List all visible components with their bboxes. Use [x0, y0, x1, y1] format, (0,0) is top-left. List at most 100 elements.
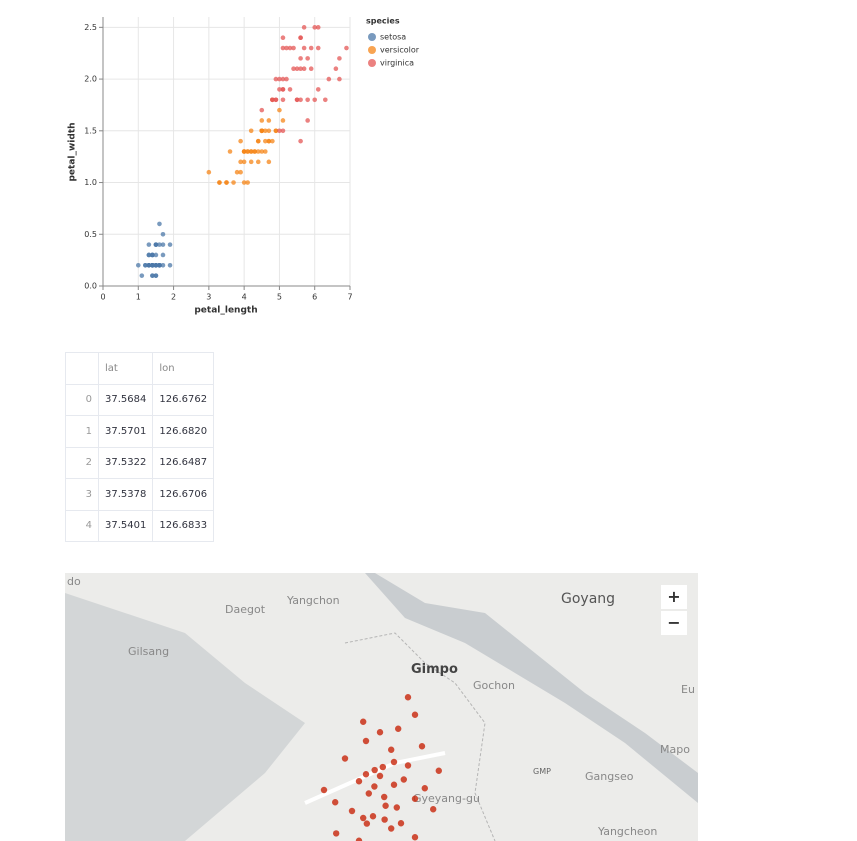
table-row: 2 37.5322 126.6487	[65, 446, 215, 479]
point	[150, 263, 155, 268]
point	[135, 263, 141, 268]
point	[298, 35, 303, 40]
point	[245, 149, 250, 154]
y-axis-title: petal_width	[68, 122, 78, 181]
legend-label: setosa	[380, 33, 406, 42]
legend-label: virginica	[380, 59, 414, 68]
point	[280, 87, 286, 92]
y-tick-label: 0.5	[84, 230, 97, 239]
point	[143, 263, 148, 268]
point	[298, 97, 303, 103]
point	[153, 273, 159, 278]
point	[252, 149, 258, 154]
map-label: Yangcheon	[597, 825, 657, 838]
legend-symbol	[368, 46, 376, 54]
point	[241, 149, 247, 154]
map-point	[381, 816, 388, 823]
point	[333, 66, 339, 72]
cell: 37.5701	[97, 415, 154, 448]
point	[291, 66, 296, 72]
point	[277, 107, 282, 113]
map-point	[397, 820, 405, 827]
cell: 126.6820	[152, 415, 215, 448]
map-label: Daegot	[225, 603, 266, 616]
point	[160, 231, 166, 237]
point	[167, 263, 173, 268]
point	[248, 128, 254, 134]
point	[315, 87, 321, 92]
point	[206, 169, 212, 175]
point	[294, 97, 300, 103]
point	[287, 87, 293, 92]
map-label: GMP	[533, 767, 551, 776]
map-label: Gilsang	[128, 645, 169, 658]
zoom-out-button[interactable]: −	[661, 611, 687, 635]
point	[248, 159, 254, 165]
point	[153, 252, 159, 258]
point	[150, 273, 155, 278]
legend-title: species	[366, 17, 400, 26]
map-canvas: do Daegot Yangchon Goyang Gilsang Gimpo Gochon…	[65, 573, 698, 841]
point	[255, 138, 261, 144]
x-tick-label: 5	[277, 293, 282, 302]
map-point	[362, 737, 370, 745]
map-point	[411, 795, 419, 802]
point	[160, 252, 166, 258]
map-label: Gimpo	[411, 662, 458, 677]
point	[167, 242, 173, 247]
border	[344, 632, 496, 841]
point	[263, 128, 268, 134]
point	[157, 263, 162, 268]
point	[266, 138, 272, 144]
map-point	[404, 694, 412, 701]
column-header: lon	[152, 352, 215, 385]
scatter-chart: petal_length petal_width 0.0 0.5 1.0 1.5 2.0…	[68, 17, 420, 316]
point	[315, 45, 321, 51]
map-point	[435, 767, 442, 774]
point	[277, 76, 282, 82]
map-label: Eu	[681, 683, 695, 696]
point	[312, 97, 318, 103]
header-row: lat lon	[65, 352, 215, 385]
column-header: lat	[97, 352, 154, 385]
y-tick-label: 1.0	[84, 178, 97, 187]
map-point	[411, 834, 419, 841]
x-tick-label: 2	[171, 293, 176, 302]
water	[65, 593, 305, 841]
map-point	[332, 799, 339, 806]
map-label: do	[67, 575, 81, 588]
point	[139, 273, 145, 278]
map-point	[360, 814, 367, 822]
map-point	[341, 755, 349, 762]
map-point	[411, 711, 419, 718]
map[interactable]: do Daegot Yangchon Goyang Gilsang Gimpo Gochon…	[65, 573, 698, 841]
map-point	[379, 763, 386, 771]
zoom-in-button[interactable]: +	[661, 585, 687, 609]
point	[157, 221, 162, 227]
legend-symbol	[368, 33, 376, 41]
cell: 37.5401	[97, 509, 154, 542]
point	[312, 25, 318, 30]
point	[248, 149, 254, 154]
map-point	[369, 813, 377, 820]
point	[337, 76, 342, 82]
point	[266, 118, 272, 123]
y-tick-label: 2.0	[84, 75, 97, 84]
point	[255, 159, 261, 165]
point	[273, 97, 279, 103]
map-point	[320, 786, 328, 794]
point	[280, 97, 286, 103]
point	[263, 138, 268, 144]
map-point	[430, 806, 437, 813]
point	[266, 128, 272, 134]
map-point	[395, 725, 402, 732]
map-point	[371, 783, 378, 790]
point	[301, 45, 307, 51]
point	[301, 25, 307, 30]
map-label: Gyeyang-gu	[413, 792, 480, 805]
point	[238, 138, 243, 144]
map-point	[404, 762, 412, 769]
point	[277, 128, 282, 134]
point	[146, 252, 152, 258]
